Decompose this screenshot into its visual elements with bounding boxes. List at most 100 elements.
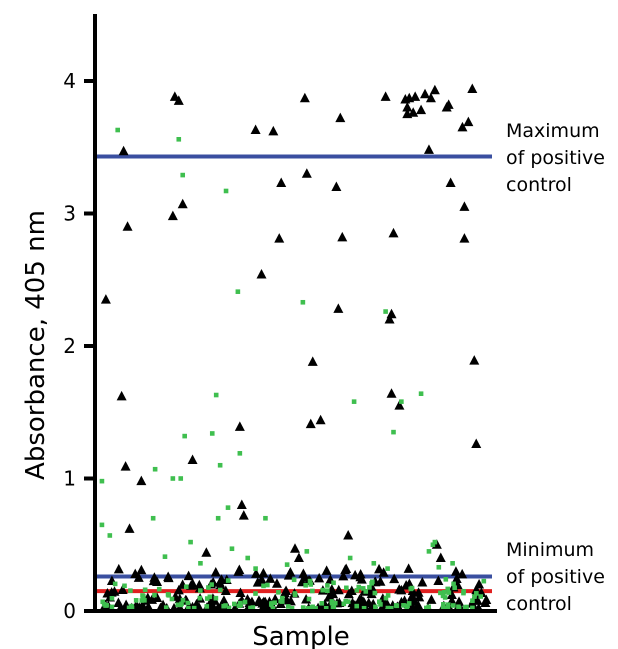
triangle-point <box>116 390 127 401</box>
square-point <box>237 600 243 606</box>
triangle-point <box>402 102 413 112</box>
square-point <box>226 605 232 611</box>
square-point <box>356 584 362 590</box>
square-point <box>198 588 203 593</box>
triangle-point <box>183 570 194 581</box>
square-point <box>436 564 442 570</box>
triangle-point <box>343 529 354 540</box>
triangle-point <box>301 168 312 178</box>
square-point <box>303 582 308 588</box>
square-point <box>445 605 451 611</box>
square-point <box>142 598 147 603</box>
y-tick-label: 3 <box>63 202 76 226</box>
square-point <box>325 583 330 588</box>
triangle-point <box>256 268 267 279</box>
triangle-point <box>407 590 418 601</box>
square-point <box>225 505 231 510</box>
triangle-point <box>137 600 148 610</box>
triangle-point <box>236 499 247 509</box>
triangle-point <box>122 221 133 231</box>
triangle-point <box>220 585 231 596</box>
square-point <box>406 601 412 606</box>
square-point <box>385 566 390 571</box>
square-point <box>456 604 461 610</box>
square-point <box>126 605 132 611</box>
square-point <box>331 605 337 610</box>
square-point <box>440 593 446 599</box>
triangle-point <box>251 568 262 578</box>
x-axis-title: Sample <box>252 622 350 649</box>
square-point <box>385 593 391 598</box>
square-point <box>169 596 175 602</box>
triangle-point <box>480 597 491 607</box>
reference-lines <box>97 154 492 594</box>
square-point <box>253 566 258 571</box>
triangle-point <box>403 563 414 573</box>
triangle-point <box>260 596 271 607</box>
square-point <box>165 592 171 597</box>
triangle-point <box>337 231 348 242</box>
triangle-point <box>246 596 257 607</box>
triangle-point <box>429 84 440 95</box>
square-point <box>221 603 226 609</box>
square-point <box>150 515 156 521</box>
square-point <box>291 577 297 583</box>
triangle-point <box>133 572 144 582</box>
square-point <box>133 598 139 603</box>
square-point <box>183 584 189 590</box>
square-point <box>284 562 290 567</box>
triangle-point <box>290 543 300 553</box>
triangle-point <box>324 591 335 601</box>
triangle-point <box>258 567 269 578</box>
square-point <box>128 588 133 593</box>
square-point <box>399 399 404 404</box>
square-point <box>237 451 243 456</box>
triangle-point <box>333 303 344 313</box>
square-point <box>185 600 191 606</box>
square-point <box>100 599 106 605</box>
reference-line-label: Maximum <box>506 120 600 142</box>
triangle-point <box>293 552 304 562</box>
square-point <box>107 533 113 538</box>
triangle-point <box>420 88 431 99</box>
y-axis-title: Absorbance, 405 nm <box>21 210 51 480</box>
square-point <box>306 596 312 602</box>
triangle-point <box>366 588 377 599</box>
square-point <box>478 594 484 599</box>
square-point <box>304 549 310 554</box>
square-point <box>332 600 338 606</box>
axes <box>93 14 497 613</box>
square-point <box>432 539 438 545</box>
triangle-point <box>423 144 434 154</box>
square-point <box>347 555 353 561</box>
triangle-point <box>113 563 124 574</box>
square-point <box>278 598 283 604</box>
triangle-point <box>445 177 456 188</box>
square-point <box>474 591 479 596</box>
square-point <box>464 604 469 610</box>
square-point <box>426 549 432 554</box>
square-point <box>442 590 447 595</box>
square-point <box>323 606 329 611</box>
square-point <box>109 604 115 610</box>
annotations: Maximum of positive control Minimum of posit… <box>506 120 605 615</box>
square-point <box>481 578 487 584</box>
square-point <box>109 595 115 601</box>
y-tick-label: 4 <box>63 69 76 93</box>
square-point <box>206 585 211 590</box>
square-point <box>280 595 285 601</box>
triangle-point <box>443 99 454 109</box>
square-point <box>176 137 182 142</box>
square-point <box>235 289 241 294</box>
triangle-point <box>457 121 468 132</box>
square-point <box>394 603 400 609</box>
triangle-point <box>234 421 245 431</box>
square-point <box>300 299 306 305</box>
square-point <box>331 580 336 586</box>
triangle-point <box>463 116 474 127</box>
triangle-point <box>187 454 198 464</box>
square-point <box>180 172 186 178</box>
triangle-point <box>374 563 385 574</box>
y-tick-label: 2 <box>63 334 76 358</box>
square-point <box>409 585 415 591</box>
